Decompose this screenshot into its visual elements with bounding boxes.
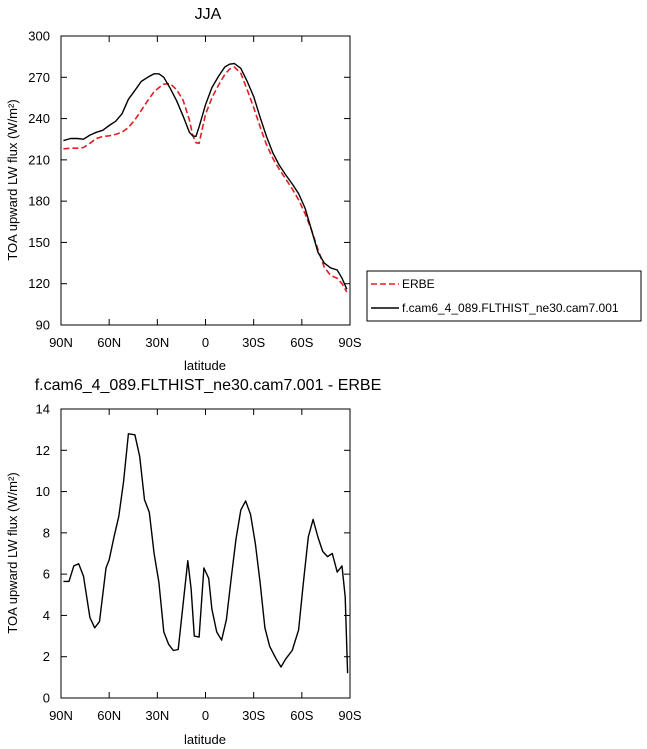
x-tick-label: 30S [242, 335, 265, 350]
x-tick-label: 90S [338, 708, 361, 723]
y-tick-label: 10 [36, 484, 50, 499]
x-tick-label: 60S [290, 335, 313, 350]
y-tick-label: 4 [43, 608, 50, 623]
y-axis-label: TOA upward LW flux (W/m²) [5, 99, 20, 260]
y-tick-label: 120 [28, 276, 50, 291]
series-line-model [63, 62, 348, 290]
y-tick-label: 14 [36, 402, 50, 417]
x-tick-label: 90N [49, 708, 73, 723]
y-tick-label: 90 [36, 318, 50, 333]
y-tick-label: 12 [36, 443, 50, 458]
panel-top: JJA 90N 60N 30N 0 30S 60S 90S 90 120 150 180 210 240… [5, 6, 362, 373]
y-tick-label: 300 [28, 29, 50, 44]
x-tick-label: 60S [290, 708, 313, 723]
y-tick-label: 270 [28, 70, 50, 85]
legend-label-erbe: ERBE [402, 277, 435, 291]
legend-label-model: f.cam6_4_089.FLTHIST_ne30.cam7.001 [402, 301, 619, 315]
x-tick-label: 0 [202, 708, 209, 723]
x-tick-label: 60N [97, 335, 121, 350]
x-tick-label: 90N [49, 335, 73, 350]
series-line-erbe [63, 66, 348, 293]
chart-title: JJA [195, 6, 222, 23]
plot-frame [60, 35, 351, 326]
y-tick-label: 6 [43, 567, 50, 582]
y-tick-label: 210 [28, 152, 50, 167]
x-tick-label: 0 [202, 335, 209, 350]
x-tick-label: 60N [97, 708, 121, 723]
x-axis-label: latitude [184, 732, 226, 747]
y-tick-label: 150 [28, 235, 50, 250]
series-line-difference [63, 433, 349, 674]
y-tick-label: 180 [28, 194, 50, 209]
panel-bottom: f.cam6_4_089.FLTHIST_ne30.cam7.001 - ERB… [5, 377, 381, 747]
y-tick-label: 8 [43, 525, 50, 540]
y-tick-label: 240 [28, 111, 50, 126]
y-axis-label: TOA upward LW flux (W/m²) [5, 472, 20, 633]
plot-frame [60, 408, 351, 699]
y-tick-label: 0 [43, 691, 50, 706]
x-axis-label: latitude [184, 358, 226, 373]
x-tick-label: 30N [145, 335, 169, 350]
x-tick-label: 90S [338, 335, 361, 350]
x-tick-label: 30S [242, 708, 265, 723]
y-tick-label: 2 [43, 649, 50, 664]
legend: ERBE f.cam6_4_089.FLTHIST_ne30.cam7.001 [366, 270, 642, 322]
x-tick-label: 30N [145, 708, 169, 723]
legend-box [366, 270, 642, 322]
chart-title: f.cam6_4_089.FLTHIST_ne30.cam7.001 - ERB… [35, 377, 382, 394]
